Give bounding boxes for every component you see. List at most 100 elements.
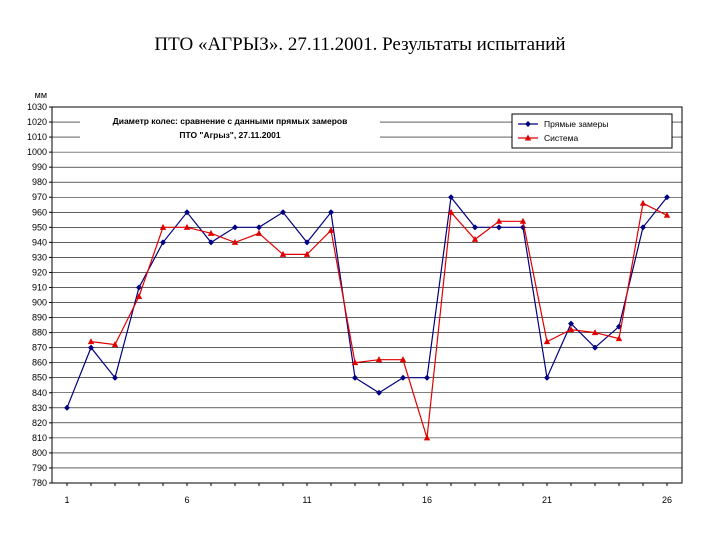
y-tick-label: 830 [32,403,47,413]
data-point [399,356,407,363]
y-tick-label: 1020 [27,117,47,127]
legend-box [511,113,673,149]
y-tick-label: 1010 [27,132,47,142]
data-point [663,211,671,218]
data-point [112,374,118,381]
legend-label: Система [544,133,579,143]
series-1 [64,194,670,411]
data-point [135,293,143,300]
y-tick-label: 780 [32,478,47,488]
data-point [279,250,287,257]
data-point [592,344,598,351]
y-tick-label: 930 [32,252,47,262]
y-tick-label: 800 [32,448,47,458]
data-point [423,434,431,441]
data-point [544,374,550,381]
y-tick-label: 960 [32,207,47,217]
data-point [639,199,647,206]
series-line [66,195,668,409]
y-tick-label: 850 [32,373,47,383]
y-tick-label: 840 [32,388,47,398]
chart-title-line: ПТО "Агрыз", 27.11.2001 [179,130,281,140]
data-point [376,389,382,396]
data-point [640,224,646,231]
x-tick-label: 26 [662,495,672,505]
data-point [327,226,335,233]
data-point [447,208,455,215]
x-tick-label: 1 [64,495,69,505]
x-tick-label: 6 [184,495,189,505]
y-tick-label: 980 [32,177,47,187]
series-layer [64,194,671,441]
y-tick-label: 910 [32,282,47,292]
data-point [328,209,334,216]
data-point [304,239,310,246]
slide-title: ПТО «АГРЫЗ». 27.11.2001. Результаты испы… [154,34,566,55]
data-point [160,239,166,246]
data-point [255,229,263,236]
data-point [184,209,190,216]
data-point [471,235,479,242]
data-point [232,224,238,231]
data-point [448,194,454,201]
data-point [472,224,478,231]
plot-area [51,106,683,484]
chart-title-box [80,113,380,143]
data-point [352,374,358,381]
data-point [567,326,575,333]
data-point [496,224,502,231]
y-tick-label: 950 [32,222,47,232]
data-point [519,217,527,224]
data-point [88,344,94,351]
data-point [664,194,670,201]
y-tick-label: 810 [32,433,47,443]
y-tick-label: 940 [32,237,47,247]
data-point [495,217,503,224]
data-point [87,338,95,345]
data-point [64,404,70,411]
x-axis-ticks: 1 6 11 16 21 26 [64,483,672,505]
data-point [280,209,286,216]
y-tick-label: 890 [32,313,47,323]
y-axis-label: мм [35,90,47,100]
y-tick-label: 880 [32,328,47,338]
data-point [231,238,239,245]
data-point [424,374,430,381]
legend-marker [524,134,532,141]
data-point [256,224,262,231]
data-point [207,229,215,236]
data-point [303,250,311,257]
y-tick-label: 920 [32,267,47,277]
data-point [568,320,574,327]
y-tick-label: 820 [32,418,47,428]
data-point [111,341,119,348]
y-tick-label: 1000 [27,147,47,157]
legend-label: Прямые замеры [544,119,608,129]
data-point [375,356,383,363]
data-point [351,359,359,366]
series-2 [87,199,671,441]
y-tick-label: 970 [32,192,47,202]
data-point [543,338,551,345]
data-point [591,329,599,336]
chart-title-line: Диаметр колес: сравнение с данными прямы… [113,116,348,126]
x-tick-label: 16 [422,495,432,505]
x-tick-label: 11 [302,495,311,505]
y-tick-label: 870 [32,343,47,353]
y-tick-label: 860 [32,358,47,368]
legend: Прямые замеры Система [511,113,673,149]
legend-marker [525,121,531,127]
data-point [208,239,214,246]
y-tick-label: 790 [32,463,47,473]
y-tick-label: 990 [32,162,47,172]
y-tick-label: 1030 [27,102,47,112]
data-point [615,335,623,342]
data-point [159,223,167,230]
y-tick-label: 900 [32,298,47,308]
data-point [400,374,406,381]
chart-title: Диаметр колес: сравнение с данными прямы… [80,113,380,143]
y-axis-ticks: 780 790 800 810 820 830 840 850 860 870 880 890 900 9… [27,102,52,488]
data-point [183,223,191,230]
x-tick-label: 21 [542,495,552,505]
